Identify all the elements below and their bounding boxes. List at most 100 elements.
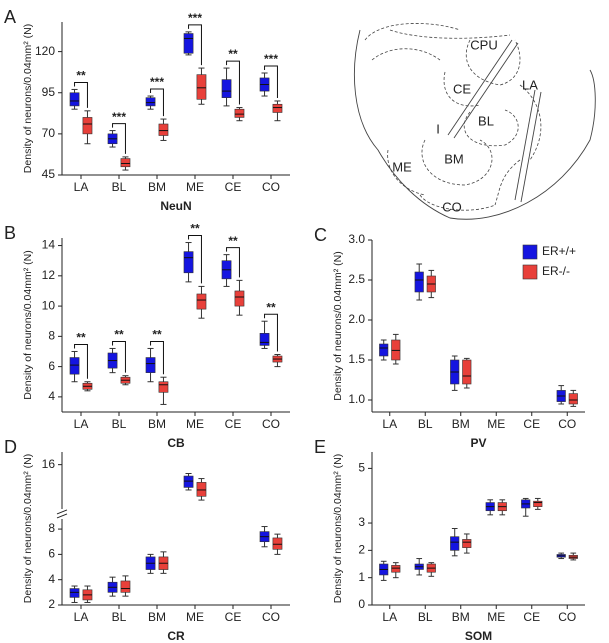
box xyxy=(533,500,543,507)
atlas-label: CO xyxy=(442,199,462,214)
x-tick-label: CO xyxy=(262,180,280,194)
y-tick-label: 70 xyxy=(42,126,56,140)
x-axis-title: CB xyxy=(167,436,185,450)
x-axis-title: NeuN xyxy=(160,199,191,213)
significance-bracket xyxy=(150,88,164,117)
significance-bracket xyxy=(264,313,278,352)
y-tick-label: 14 xyxy=(42,238,56,252)
box xyxy=(196,293,207,310)
box xyxy=(120,158,131,168)
atlas-line xyxy=(447,39,513,136)
y-tick-label: 120 xyxy=(35,44,55,58)
box xyxy=(221,79,232,98)
y-axis-title: Density of neurons/0.04mm² (N) xyxy=(22,24,34,173)
y-tick-label: 2.0 xyxy=(348,312,365,326)
x-tick-label: BM xyxy=(452,417,470,431)
x-tick-label: BL xyxy=(112,417,127,431)
box xyxy=(568,393,578,405)
atlas-outline xyxy=(364,23,461,61)
significance-label: *** xyxy=(188,11,202,25)
y-tick-label: 5 xyxy=(358,461,365,475)
significance-label: *** xyxy=(112,110,126,124)
box xyxy=(158,381,169,393)
atlas-label: BL xyxy=(478,113,494,128)
x-tick-label: BM xyxy=(148,417,166,431)
x-tick-label: CE xyxy=(225,610,242,624)
y-axis-title: Density of neurons/0.04mm² (N) xyxy=(332,454,344,603)
significance-bracket xyxy=(150,340,164,375)
axis-break xyxy=(56,513,68,519)
x-tick-label: BM xyxy=(148,180,166,194)
legend-label: ER-/- xyxy=(542,264,570,278)
box xyxy=(183,251,194,274)
y-tick-label: 1 xyxy=(358,570,365,584)
atlas-line xyxy=(514,89,536,201)
box xyxy=(183,33,194,54)
y-axis-title: Density of neurons/0.04mm² (N) xyxy=(22,454,34,603)
x-tick-label: LA xyxy=(74,417,89,431)
y-axis-title: Density of neurons/0.04mm² (N) xyxy=(332,251,344,400)
y-tick-label: 45 xyxy=(42,167,56,181)
box xyxy=(391,565,401,573)
y-tick-label: 2 xyxy=(48,597,55,611)
box xyxy=(69,588,80,598)
significance-label: ** xyxy=(114,328,124,342)
atlas-label: I xyxy=(436,121,440,136)
y-tick-label: 95 xyxy=(42,85,56,99)
x-tick-label: BL xyxy=(418,610,433,624)
x-tick-label: CO xyxy=(558,610,576,624)
box xyxy=(462,539,472,548)
box xyxy=(414,271,424,293)
x-tick-label: CO xyxy=(262,417,280,431)
y-tick-label: 0 xyxy=(358,597,365,611)
box xyxy=(196,482,207,497)
x-tick-label: ME xyxy=(186,417,204,431)
x-tick-label: ME xyxy=(186,180,204,194)
panel-label: B xyxy=(4,223,16,243)
y-tick-label: 2.5 xyxy=(348,272,365,286)
box xyxy=(234,108,245,118)
x-tick-label: BL xyxy=(112,610,127,624)
x-tick-label: ME xyxy=(186,610,204,624)
panel-label: A xyxy=(4,7,16,27)
y-tick-label: 8 xyxy=(48,521,55,535)
y-axis-title: Density of neurons/0.04mm² (N) xyxy=(22,250,34,399)
legend-swatch xyxy=(522,244,538,260)
y-tick-label: 8 xyxy=(48,329,55,343)
box xyxy=(234,290,245,307)
panel-label: D xyxy=(4,437,17,457)
x-tick-label: BL xyxy=(418,417,433,431)
y-tick-label: 12 xyxy=(42,268,56,282)
x-axis-title: CR xyxy=(167,629,185,643)
box xyxy=(82,117,93,135)
panel-label: C xyxy=(314,225,327,245)
significance-label: *** xyxy=(264,52,278,66)
x-tick-label: LA xyxy=(382,417,397,431)
y-tick-label: 6 xyxy=(48,547,55,561)
x-tick-label: BM xyxy=(452,610,470,624)
box xyxy=(145,357,156,373)
x-axis-title: PV xyxy=(470,436,486,450)
panel-label: E xyxy=(314,437,326,457)
box xyxy=(259,333,270,346)
significance-label: ** xyxy=(228,234,238,248)
x-axis-title: SOM xyxy=(465,629,492,643)
x-tick-label: CE xyxy=(523,610,540,624)
y-tick-label: 3.0 xyxy=(348,232,365,246)
y-tick-label: 16 xyxy=(42,457,56,471)
y-tick-label: 3 xyxy=(358,515,365,529)
x-tick-label: LA xyxy=(382,610,397,624)
y-tick-label: 10 xyxy=(42,298,56,312)
box xyxy=(183,475,194,488)
significance-label: ** xyxy=(76,69,86,83)
x-tick-label: ME xyxy=(487,417,505,431)
y-tick-label: 2 xyxy=(358,543,365,557)
box xyxy=(69,357,80,375)
significance-bracket xyxy=(74,81,88,108)
significance-label: ** xyxy=(228,47,238,61)
significance-bracket xyxy=(226,60,240,105)
significance-bracket xyxy=(74,343,88,379)
x-tick-label: ME xyxy=(487,610,505,624)
atlas-line xyxy=(520,91,542,203)
